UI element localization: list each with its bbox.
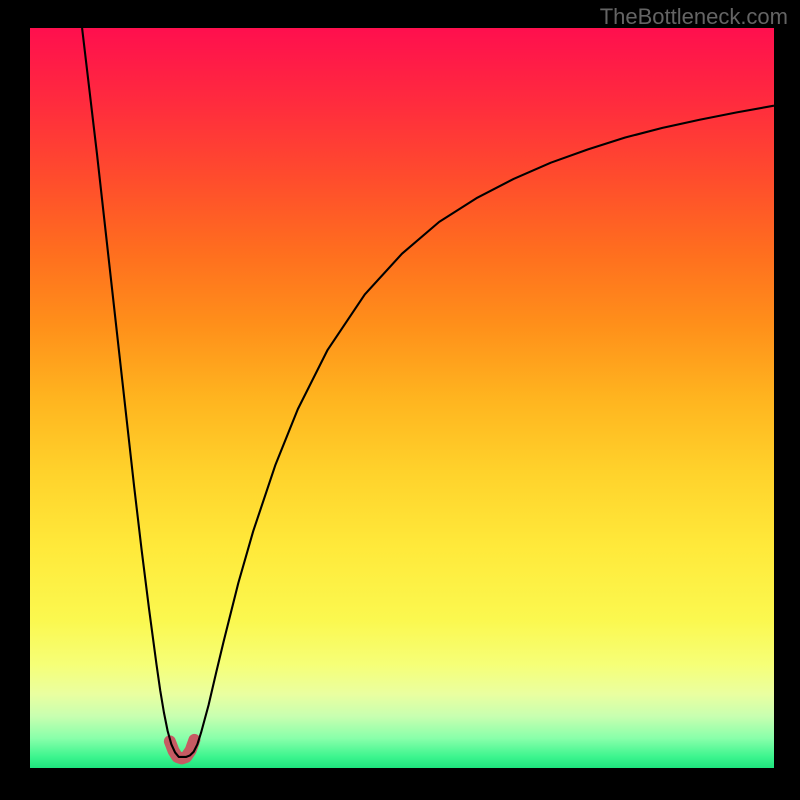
- watermark-text: TheBottleneck.com: [600, 4, 788, 30]
- bottleneck-chart: TheBottleneck.com: [0, 0, 800, 800]
- gradient-background: [30, 28, 774, 768]
- chart-svg: [0, 0, 800, 800]
